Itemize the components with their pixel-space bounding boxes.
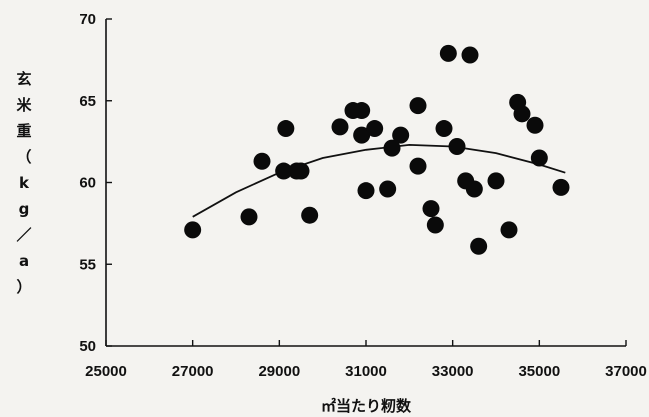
data-point: [435, 120, 453, 138]
x-tick-label: 33000: [432, 363, 474, 380]
x-tick-label: 25000: [85, 363, 127, 380]
y-axis-title-char: k: [19, 174, 30, 192]
y-axis-title-char: ）: [16, 278, 31, 296]
data-point: [277, 120, 295, 138]
data-point: [526, 116, 544, 134]
data-point: [500, 221, 518, 239]
y-axis-title: 玄米重 （ kg ／ a ）: [16, 70, 32, 296]
data-point: [409, 97, 427, 115]
y-axis-title-char: ／: [16, 226, 31, 244]
data-point: [513, 105, 531, 123]
data-point: [253, 152, 271, 170]
data-point: [383, 139, 401, 157]
data-point: [331, 118, 349, 136]
data-point: [240, 208, 258, 226]
data-point: [461, 46, 479, 64]
trendline: [192, 143, 566, 218]
y-tick-label: 50: [79, 338, 96, 355]
x-tick-label: 37000: [605, 363, 647, 380]
data-point: [366, 120, 384, 138]
data-point: [448, 138, 466, 156]
x-axis-ticks: 25000 27000 29000 31000 33000 35000 37000: [85, 340, 647, 380]
x-tick-label: 27000: [172, 363, 214, 380]
data-point: [552, 178, 570, 196]
y-axis-title-char: a: [19, 252, 29, 270]
data-point: [357, 182, 375, 200]
data-point: [353, 102, 371, 120]
data-point: [426, 216, 444, 234]
data-point: [301, 206, 319, 224]
data-point: [353, 126, 371, 144]
data-point: [392, 126, 410, 144]
data-point: [439, 44, 457, 62]
data-point: [409, 157, 427, 175]
y-axis-title-char: 米: [16, 96, 32, 114]
y-tick-label: 55: [79, 256, 96, 273]
y-tick-label: 65: [79, 93, 96, 110]
data-point: [487, 172, 505, 190]
y-axis-ticks: 50 55 60 65 70: [79, 11, 112, 355]
x-tick-label: 35000: [518, 363, 560, 380]
y-tick-label: 70: [79, 11, 96, 28]
y-axis-title-char: （: [16, 148, 31, 166]
data-point: [292, 162, 310, 180]
x-tick-label: 29000: [258, 363, 300, 380]
data-point: [530, 149, 548, 167]
data-point: [275, 162, 293, 180]
data-points: [184, 44, 570, 255]
data-point: [184, 221, 202, 239]
x-axis-title: ㎡当たり籾数: [321, 397, 412, 415]
y-axis-title-char: 玄: [16, 70, 31, 88]
y-tick-label: 60: [79, 175, 96, 192]
x-tick-label: 31000: [345, 363, 387, 380]
data-point: [470, 237, 488, 255]
y-axis-title-char: g: [19, 200, 30, 218]
data-point: [379, 180, 397, 198]
data-point: [465, 180, 483, 198]
data-point: [422, 200, 440, 218]
y-axis-title-char: 重: [16, 122, 31, 140]
